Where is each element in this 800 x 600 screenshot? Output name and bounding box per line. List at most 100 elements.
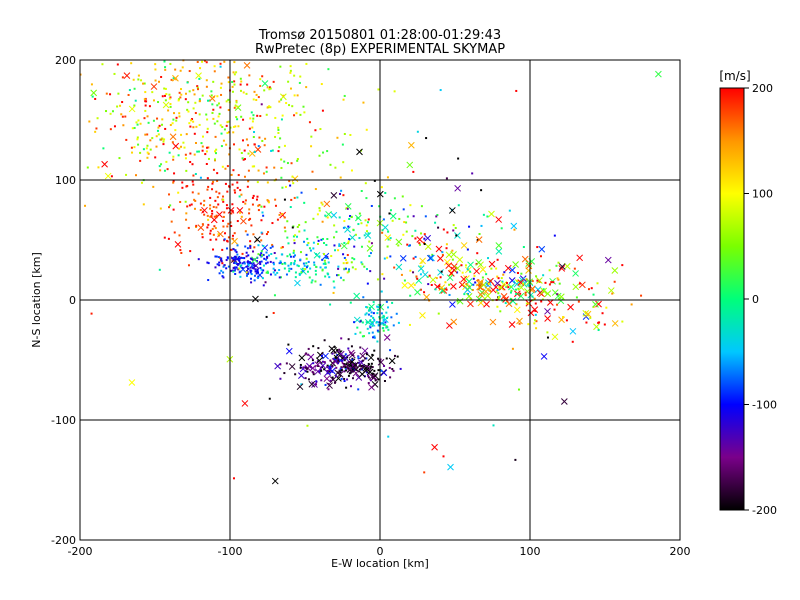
echo-cross-marker: [536, 277, 543, 284]
echo-cross-marker: [325, 210, 332, 218]
echo-cross-marker: [473, 267, 480, 275]
echo-dot-marker: [260, 268, 263, 271]
echo-dot-marker: [346, 207, 349, 210]
echo-cross-marker: [527, 291, 535, 299]
echo-dot-marker: [206, 188, 209, 191]
echo-cross-marker: [243, 62, 251, 69]
echo-dot-marker: [480, 189, 483, 192]
echo-cross-marker: [436, 255, 444, 262]
echo-dot-marker: [221, 165, 224, 168]
echo-dot-marker: [152, 119, 155, 122]
echo-dot-marker: [332, 291, 335, 294]
echo-dot-marker: [272, 263, 275, 266]
echo-dot-marker: [373, 336, 376, 339]
echo-cross-marker: [274, 362, 281, 370]
echo-dot-marker: [156, 117, 159, 120]
echo-dot-marker: [329, 359, 332, 362]
echo-dot-marker: [133, 104, 136, 107]
echo-dot-marker: [164, 99, 167, 102]
echo-dot-marker: [348, 218, 351, 221]
echo-dot-marker: [312, 362, 315, 365]
echo-dot-marker: [441, 253, 444, 256]
echo-dot-marker: [228, 185, 231, 188]
echo-dot-marker: [256, 114, 259, 117]
echo-dot-marker: [234, 125, 237, 128]
echo-dot-marker: [373, 349, 376, 352]
echo-dot-marker: [300, 271, 303, 274]
echo-dot-marker: [496, 275, 499, 278]
echo-cross-marker: [388, 357, 396, 365]
echo-dot-marker: [233, 73, 236, 76]
echo-dot-marker: [164, 87, 167, 90]
echo-dot-marker: [515, 89, 518, 92]
echo-dot-marker: [293, 114, 296, 117]
echo-dot-marker: [508, 209, 511, 212]
echo-dot-marker: [603, 323, 606, 326]
echo-dot-marker: [236, 181, 239, 184]
echo-dot-marker: [139, 159, 142, 162]
echo-dot-marker: [246, 83, 249, 86]
echo-dot-marker: [434, 288, 437, 291]
echo-cross-marker: [513, 280, 521, 288]
echo-cross-marker: [460, 275, 468, 283]
echo-dot-marker: [509, 285, 512, 288]
echo-dot-marker: [312, 345, 315, 348]
echo-cross-marker: [340, 242, 348, 250]
echo-dot-marker: [268, 105, 271, 108]
echo-dot-marker: [306, 270, 309, 273]
echo-dot-marker: [535, 327, 538, 330]
echo-dot-marker: [173, 231, 176, 234]
echo-dot-marker: [364, 182, 367, 185]
echo-dot-marker: [605, 306, 608, 309]
echo-dot-marker: [218, 272, 221, 275]
echo-dot-marker: [283, 160, 286, 163]
echo-dot-marker: [365, 357, 368, 360]
echo-dot-marker: [172, 118, 175, 121]
echo-cross-marker: [429, 276, 437, 284]
echo-dot-marker: [232, 71, 235, 74]
echo-dot-marker: [88, 120, 91, 123]
echo-dot-marker: [178, 147, 181, 150]
echo-dot-marker: [533, 297, 536, 300]
echo-dot-marker: [247, 260, 250, 263]
echo-dot-marker: [245, 251, 248, 254]
echo-dot-marker: [367, 362, 370, 365]
echo-dot-marker: [211, 227, 214, 230]
echo-dot-marker: [311, 170, 314, 173]
echo-dot-marker: [303, 240, 306, 243]
echo-dot-marker: [345, 262, 348, 265]
echo-dot-marker: [419, 273, 422, 276]
echo-dot-marker: [326, 272, 329, 275]
echo-dot-marker: [255, 198, 258, 201]
echo-dot-marker: [362, 296, 365, 299]
echo-dot-marker: [293, 254, 296, 257]
echo-dot-marker: [451, 249, 454, 252]
echo-cross-marker: [447, 463, 454, 471]
echo-dot-marker: [337, 265, 340, 268]
echo-dot-marker: [294, 373, 297, 376]
echo-dot-marker: [235, 251, 238, 254]
echo-dot-marker: [346, 356, 349, 359]
echo-dot-marker: [357, 355, 360, 358]
echo-dot-marker: [302, 105, 305, 108]
echo-dot-marker: [338, 244, 341, 247]
echo-cross-marker: [544, 307, 551, 315]
echo-dot-marker: [260, 103, 263, 106]
echo-dot-marker: [179, 249, 182, 252]
echo-dot-marker: [238, 148, 241, 151]
echo-dot-marker: [255, 260, 258, 263]
echo-dot-marker: [186, 184, 189, 187]
echo-dot-marker: [364, 357, 367, 360]
echo-dot-marker: [220, 93, 223, 96]
echo-dot-marker: [319, 128, 322, 131]
echo-dot-marker: [194, 199, 197, 202]
echo-dot-marker: [322, 242, 325, 245]
echo-dot-marker: [239, 270, 242, 273]
echo-dot-marker: [239, 264, 242, 267]
echo-dot-marker: [322, 151, 325, 154]
echo-dot-marker: [423, 233, 426, 236]
echo-dot-marker: [365, 268, 368, 271]
echo-dot-marker: [498, 285, 501, 288]
echo-dot-marker: [295, 112, 298, 115]
echo-dot-marker: [315, 253, 318, 256]
